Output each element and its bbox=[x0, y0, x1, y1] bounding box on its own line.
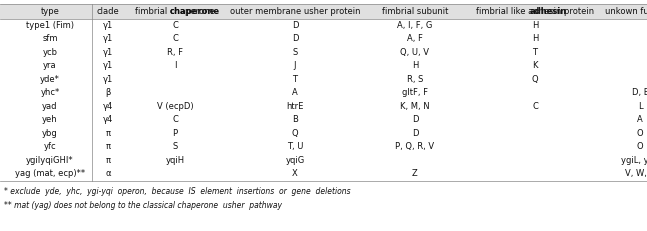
Text: D: D bbox=[292, 34, 298, 43]
Text: D: D bbox=[411, 129, 418, 138]
Text: yhc*: yhc* bbox=[40, 88, 60, 97]
Text: fimbrial like adhesin protein: fimbrial like adhesin protein bbox=[476, 7, 594, 16]
Text: Q, U, V: Q, U, V bbox=[400, 48, 430, 57]
Text: outer membrane usher protein: outer membrane usher protein bbox=[230, 7, 360, 16]
Text: H: H bbox=[532, 34, 538, 43]
Text: yad: yad bbox=[42, 102, 58, 111]
Text: J: J bbox=[294, 61, 296, 70]
Text: K, M, N: K, M, N bbox=[400, 102, 430, 111]
Text: yeh: yeh bbox=[42, 115, 58, 124]
Text: A: A bbox=[637, 115, 643, 124]
Text: γ4: γ4 bbox=[103, 115, 113, 124]
Text: C: C bbox=[532, 102, 538, 111]
Text: S: S bbox=[172, 142, 178, 151]
Text: unkown function: unkown function bbox=[605, 7, 647, 16]
Text: yde*: yde* bbox=[40, 75, 60, 84]
Text: chaperone: chaperone bbox=[170, 7, 219, 16]
Text: Q: Q bbox=[292, 129, 298, 138]
Text: T: T bbox=[292, 75, 298, 84]
Text: I: I bbox=[174, 61, 176, 70]
Text: π: π bbox=[105, 142, 111, 151]
Text: B: B bbox=[292, 115, 298, 124]
Text: O: O bbox=[637, 142, 643, 151]
Text: gltF, F: gltF, F bbox=[402, 88, 428, 97]
Text: π: π bbox=[105, 129, 111, 138]
Text: P: P bbox=[173, 129, 177, 138]
Text: V, W, Y: V, W, Y bbox=[625, 169, 647, 178]
Text: A, F: A, F bbox=[407, 34, 423, 43]
Text: T, U: T, U bbox=[287, 142, 303, 151]
Text: C: C bbox=[172, 34, 178, 43]
Text: yfc: yfc bbox=[44, 142, 56, 151]
Text: π: π bbox=[105, 156, 111, 165]
Text: H: H bbox=[532, 21, 538, 30]
Text: α: α bbox=[105, 169, 111, 178]
Text: γ1: γ1 bbox=[103, 21, 113, 30]
Text: γ1: γ1 bbox=[103, 34, 113, 43]
Text: yqiH: yqiH bbox=[166, 156, 184, 165]
Text: T: T bbox=[532, 48, 538, 57]
Text: Q: Q bbox=[532, 75, 538, 84]
Text: H: H bbox=[411, 61, 418, 70]
Text: yag (mat, ecp)**: yag (mat, ecp)** bbox=[15, 169, 85, 178]
Text: γ1: γ1 bbox=[103, 75, 113, 84]
Text: clade: clade bbox=[96, 7, 120, 16]
Text: K: K bbox=[532, 61, 538, 70]
Text: L: L bbox=[638, 102, 642, 111]
Text: C: C bbox=[172, 21, 178, 30]
Text: ** mat (yag) does not belong to the classical chaperone  usher  pathway: ** mat (yag) does not belong to the clas… bbox=[4, 201, 282, 210]
Bar bbox=[0, 4, 647, 18]
Text: fimbrial subunit: fimbrial subunit bbox=[382, 7, 448, 16]
Text: ygiL, yqiI: ygiL, yqiI bbox=[621, 156, 647, 165]
Text: β: β bbox=[105, 88, 111, 97]
Text: S: S bbox=[292, 48, 298, 57]
Text: * exclude  yde,  yhc,  ygi-yqi  operon,  because  IS  element  insertions  or  g: * exclude yde, yhc, ygi-yqi operon, beca… bbox=[4, 188, 351, 197]
Text: adhesin: adhesin bbox=[529, 7, 567, 16]
Text: ycb: ycb bbox=[43, 48, 58, 57]
Text: sfm: sfm bbox=[42, 34, 58, 43]
Text: O: O bbox=[637, 129, 643, 138]
Text: γ1: γ1 bbox=[103, 48, 113, 57]
Text: D: D bbox=[411, 115, 418, 124]
Text: yqiG: yqiG bbox=[285, 156, 305, 165]
Text: yra: yra bbox=[43, 61, 57, 70]
Text: R, F: R, F bbox=[167, 48, 183, 57]
Text: D, E: D, E bbox=[631, 88, 647, 97]
Text: C: C bbox=[172, 115, 178, 124]
Text: V (ecpD): V (ecpD) bbox=[157, 102, 193, 111]
Text: htrE: htrE bbox=[287, 102, 303, 111]
Text: P, Q, R, V: P, Q, R, V bbox=[395, 142, 435, 151]
Text: γ4: γ4 bbox=[103, 102, 113, 111]
Text: D: D bbox=[292, 21, 298, 30]
Text: ybg: ybg bbox=[42, 129, 58, 138]
Text: X: X bbox=[292, 169, 298, 178]
Text: A: A bbox=[292, 88, 298, 97]
Text: A, I, F, G: A, I, F, G bbox=[397, 21, 433, 30]
Text: Z: Z bbox=[412, 169, 418, 178]
Text: R, S: R, S bbox=[407, 75, 423, 84]
Text: fimbrial chaperone: fimbrial chaperone bbox=[135, 7, 215, 16]
Text: type: type bbox=[41, 7, 60, 16]
Text: type1 (Fim): type1 (Fim) bbox=[26, 21, 74, 30]
Text: ygiIyqiGHI*: ygiIyqiGHI* bbox=[26, 156, 74, 165]
Text: γ1: γ1 bbox=[103, 61, 113, 70]
